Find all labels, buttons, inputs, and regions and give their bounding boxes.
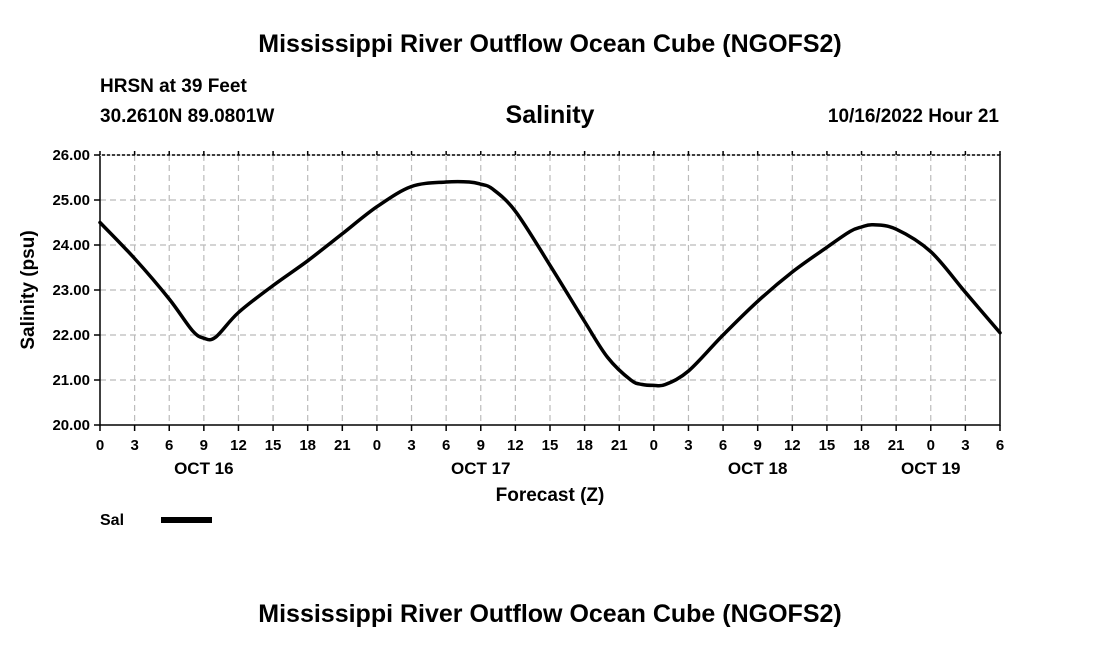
x-tick-label: 12 <box>784 437 801 454</box>
x-tick-label: 15 <box>819 437 836 454</box>
x-tick-label: 9 <box>754 437 762 454</box>
x-tick-label: 0 <box>96 437 104 454</box>
y-tick-label: 24.00 <box>52 237 90 254</box>
salinity-series-line <box>98 179 1002 388</box>
x-tick-label: 0 <box>373 437 381 454</box>
x-tick-label: 15 <box>265 437 282 454</box>
x-tick-label: 6 <box>165 437 173 454</box>
x-tick-label: 18 <box>299 437 316 454</box>
y-axis-label: Salinity (psu) <box>18 230 39 349</box>
x-tick-label: 0 <box>650 437 658 454</box>
variable-title: Salinity <box>505 101 595 129</box>
y-tick-label: 23.00 <box>52 282 90 299</box>
forecast-date: 10/16/2022 Hour 21 <box>827 106 999 127</box>
x-tick-label: 9 <box>477 437 485 454</box>
x-tick-label: 3 <box>961 437 969 454</box>
x-tick-label: 3 <box>684 437 692 454</box>
x-day-label: OCT 16 <box>174 459 234 478</box>
y-tick-label: 25.00 <box>52 192 90 209</box>
x-tick-label: 21 <box>334 437 351 454</box>
station-name: HRSN at 39 Feet <box>100 76 247 97</box>
x-tick-label: 15 <box>542 437 559 454</box>
y-tick-label: 22.00 <box>52 327 90 344</box>
x-tick-label: 21 <box>611 437 628 454</box>
x-tick-label: 6 <box>996 437 1004 454</box>
labels-layer: 0 3 6 9 12 15 18 21 0 3 6 9 12 15 18 21 0 3 6 9 12 15 18 21 0 3 6 2… <box>52 147 1004 478</box>
x-tick-label: 18 <box>853 437 870 454</box>
legend-label-sal: Sal <box>100 512 124 529</box>
y-tick-label: 21.00 <box>52 372 90 389</box>
x-tick-label: 3 <box>130 437 138 454</box>
x-tick-label: 0 <box>927 437 935 454</box>
x-tick-label: 6 <box>442 437 450 454</box>
x-tick-label: 9 <box>200 437 208 454</box>
y-tick-label: 26.00 <box>52 147 90 164</box>
x-day-label: OCT 18 <box>728 459 788 478</box>
x-tick-label: 18 <box>576 437 593 454</box>
x-tick-label: 12 <box>230 437 247 454</box>
y-tick-label: 20.00 <box>52 417 90 434</box>
x-day-label: OCT 19 <box>901 459 961 478</box>
chart-title-bottom: Mississippi River Outflow Ocean Cube (NG… <box>258 600 842 628</box>
station-coordinates: 30.2610N 89.0801W <box>100 106 275 127</box>
x-tick-label: 21 <box>888 437 905 454</box>
grid-layer <box>100 155 1000 425</box>
ticks-layer <box>94 151 1001 431</box>
x-tick-label: 12 <box>507 437 524 454</box>
x-tick-label: 3 <box>407 437 415 454</box>
chart-title-top: Mississippi River Outflow Ocean Cube (NG… <box>258 30 842 58</box>
x-axis-label: Forecast (Z) <box>496 485 605 506</box>
x-day-label: OCT 17 <box>451 459 511 478</box>
x-tick-label: 6 <box>719 437 727 454</box>
